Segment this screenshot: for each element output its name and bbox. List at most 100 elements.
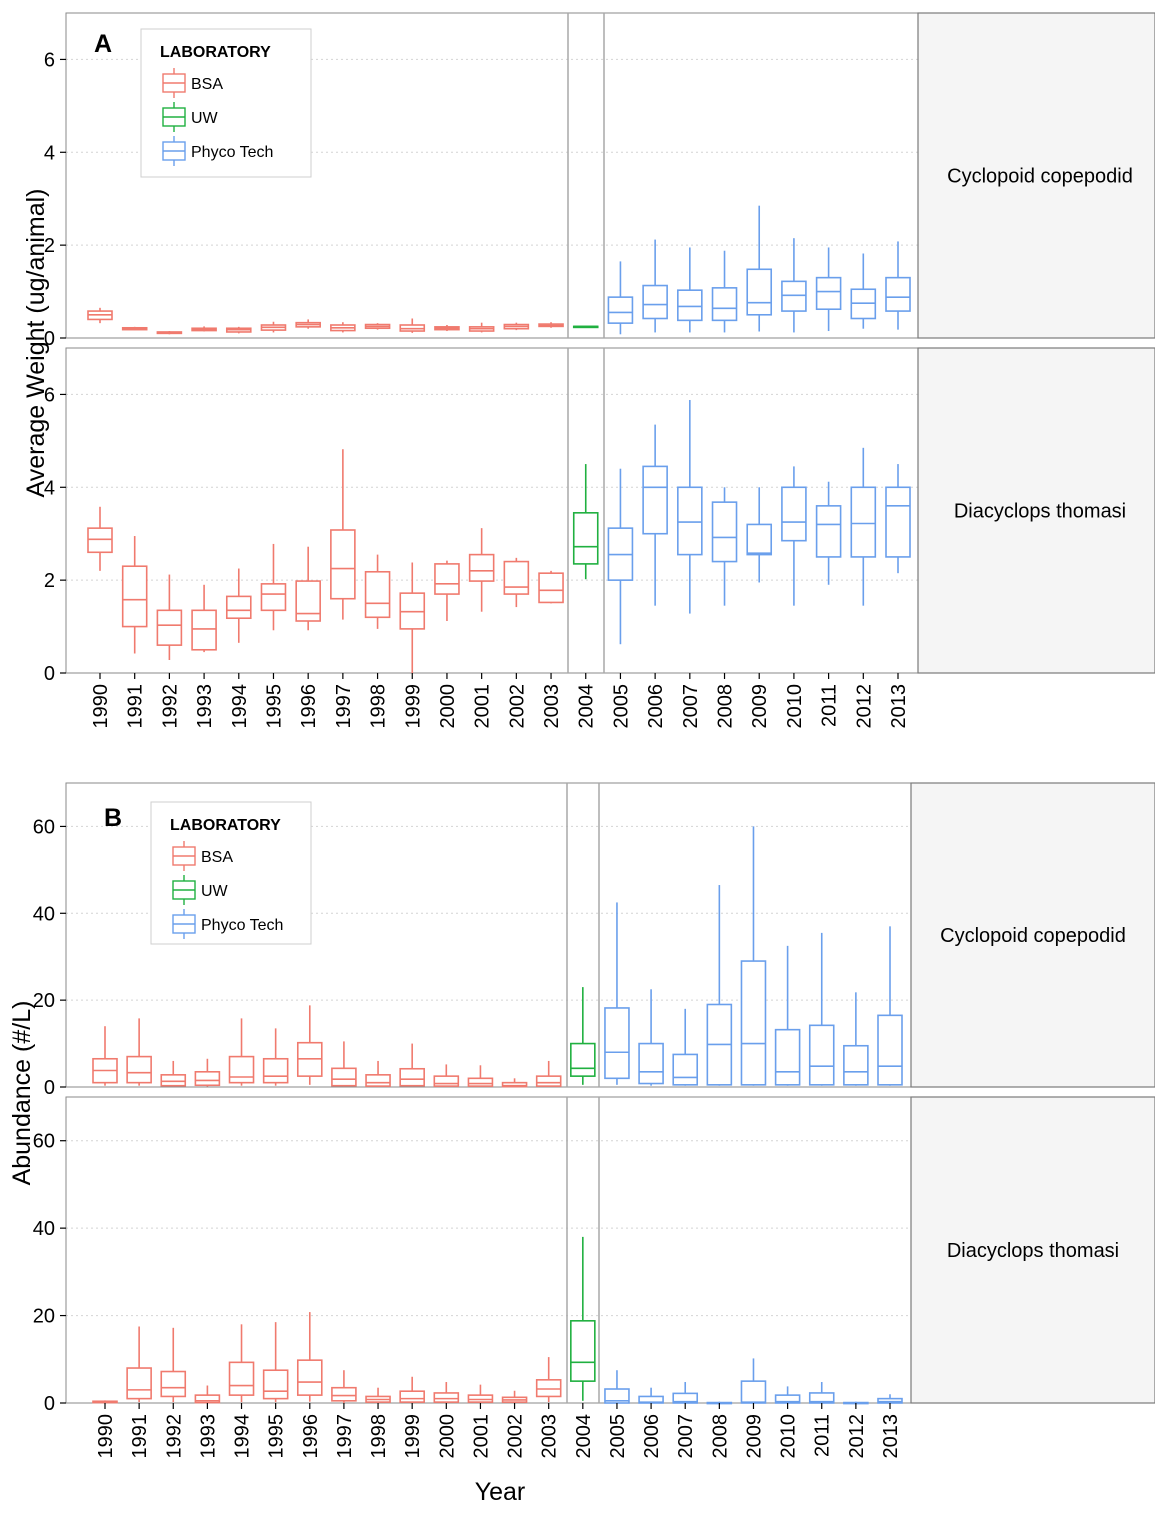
legend-title: LABORATORY: [170, 817, 281, 834]
x-tick-label: 2004: [576, 684, 598, 729]
box-iqr: [535, 1379, 562, 1398]
box-2005: [607, 261, 634, 335]
box-2013: [885, 241, 911, 330]
box-2004: [570, 1236, 596, 1401]
y-tick-label: 40: [33, 1218, 55, 1240]
x-tick-label: 2001: [472, 684, 494, 729]
box-iqr: [535, 1075, 562, 1087]
y-tick-label: 6: [44, 49, 55, 71]
box-2002: [501, 1078, 528, 1088]
box-iqr: [815, 276, 842, 311]
box-1994: [225, 568, 252, 643]
box-1999: [399, 1376, 425, 1403]
x-tick-label: 1998: [368, 684, 390, 729]
box-2003: [538, 322, 564, 328]
facet-1: Cyclopoid copepodid 0 20 40 60: [33, 782, 1155, 1099]
box-1998: [365, 1060, 391, 1087]
box-1994: [228, 1018, 255, 1086]
box-iqr: [364, 570, 391, 619]
box-2007: [672, 1382, 699, 1404]
legend: LABORATORY BSA UW Phyco Tech: [150, 801, 312, 945]
box-iqr: [330, 529, 356, 600]
box-2004: [570, 987, 596, 1085]
box-1996: [295, 546, 321, 631]
x-tick-label: 2003: [541, 684, 563, 729]
box-2010: [781, 466, 807, 606]
x-tick-label: 1995: [263, 684, 285, 729]
box-iqr: [468, 553, 495, 582]
x-tick-label: 2009: [749, 684, 771, 729]
x-tick-label: 2003: [539, 1414, 561, 1459]
box-1995: [260, 321, 287, 333]
x-tick-label: 1994: [232, 1414, 254, 1459]
box-iqr: [121, 565, 148, 628]
box-iqr: [295, 580, 321, 622]
y-tick-label: 6: [44, 384, 55, 406]
box-iqr: [711, 501, 738, 563]
box-iqr: [191, 609, 217, 651]
box-iqr: [638, 1042, 664, 1085]
box-1999: [399, 562, 426, 673]
legend-label: Phyco Tech: [201, 917, 283, 934]
box-2000: [433, 1064, 460, 1087]
facet-2: Diacyclops thomasi 0 2 4 6: [44, 347, 1155, 685]
box-iqr: [808, 1024, 835, 1086]
box-iqr: [746, 523, 773, 556]
x-tick-label: 2006: [641, 1414, 663, 1459]
box-2006: [638, 989, 664, 1086]
box-iqr: [843, 1044, 869, 1086]
x-tick-label: 2002: [506, 684, 528, 729]
box-iqr: [262, 1057, 289, 1084]
y-tick-label: 4: [44, 142, 55, 164]
y-tick-label: 0: [44, 1077, 55, 1099]
box-1998: [364, 323, 391, 330]
x-tick-label: 2001: [470, 1414, 492, 1459]
y-tick-label: 4: [44, 477, 55, 499]
box-iqr: [672, 1053, 699, 1086]
box-iqr: [467, 1394, 494, 1403]
box-iqr: [160, 1370, 187, 1398]
x-tick-label: 2006: [645, 684, 667, 729]
y-tick-label: 60: [33, 816, 55, 838]
legend-label: UW: [191, 110, 219, 127]
box-1993: [194, 1058, 221, 1087]
strip-background: [910, 1096, 1155, 1404]
x-tick-label: 2008: [715, 684, 737, 729]
strip-label: Cyclopoid copepodid: [947, 166, 1133, 188]
x-tick-label: 2005: [607, 1414, 629, 1459]
box-iqr: [885, 486, 911, 558]
box-1993: [194, 1385, 221, 1404]
x-tick-label: 2012: [853, 684, 875, 729]
x-tick-label: 2012: [846, 1414, 868, 1459]
x-tick-label: 2011: [819, 684, 841, 727]
x-tick-label: 1990: [95, 1414, 117, 1459]
x-tick-label: 1995: [266, 1414, 288, 1459]
box-2011: [815, 481, 842, 585]
box-iqr: [815, 505, 842, 558]
box-iqr: [877, 1014, 903, 1086]
x-tick-label: 1996: [300, 1414, 322, 1459]
box-iqr: [781, 280, 807, 312]
box-iqr: [228, 1055, 255, 1084]
y-tick-label: 2: [44, 570, 55, 592]
x-tick-label: 2002: [505, 1414, 527, 1459]
box-iqr: [677, 289, 703, 322]
y-tick-label: 0: [44, 328, 55, 350]
box-1998: [364, 554, 391, 629]
y-tick-label: 2: [44, 235, 55, 257]
box-1995: [260, 543, 287, 631]
legend-key-bsa: BSA: [172, 841, 233, 871]
box-2000: [433, 1382, 460, 1403]
plot-border: [65, 1096, 912, 1404]
box-2012: [843, 992, 869, 1086]
x-axis: 1990 1991 1992 1993 1994 1995 1996 1997 1998 1999…: [95, 1403, 902, 1459]
box-iqr: [260, 583, 287, 612]
box-1992: [156, 574, 183, 660]
box-2003: [535, 1060, 562, 1087]
y-tick-label: 20: [33, 990, 55, 1012]
strip-label: Cyclopoid copepodid: [940, 925, 1126, 947]
box-iqr: [740, 960, 767, 1086]
strip-label: Diacyclops thomasi: [947, 1240, 1119, 1262]
x-tick-label: 2008: [709, 1414, 731, 1459]
box-2004: [572, 325, 599, 329]
